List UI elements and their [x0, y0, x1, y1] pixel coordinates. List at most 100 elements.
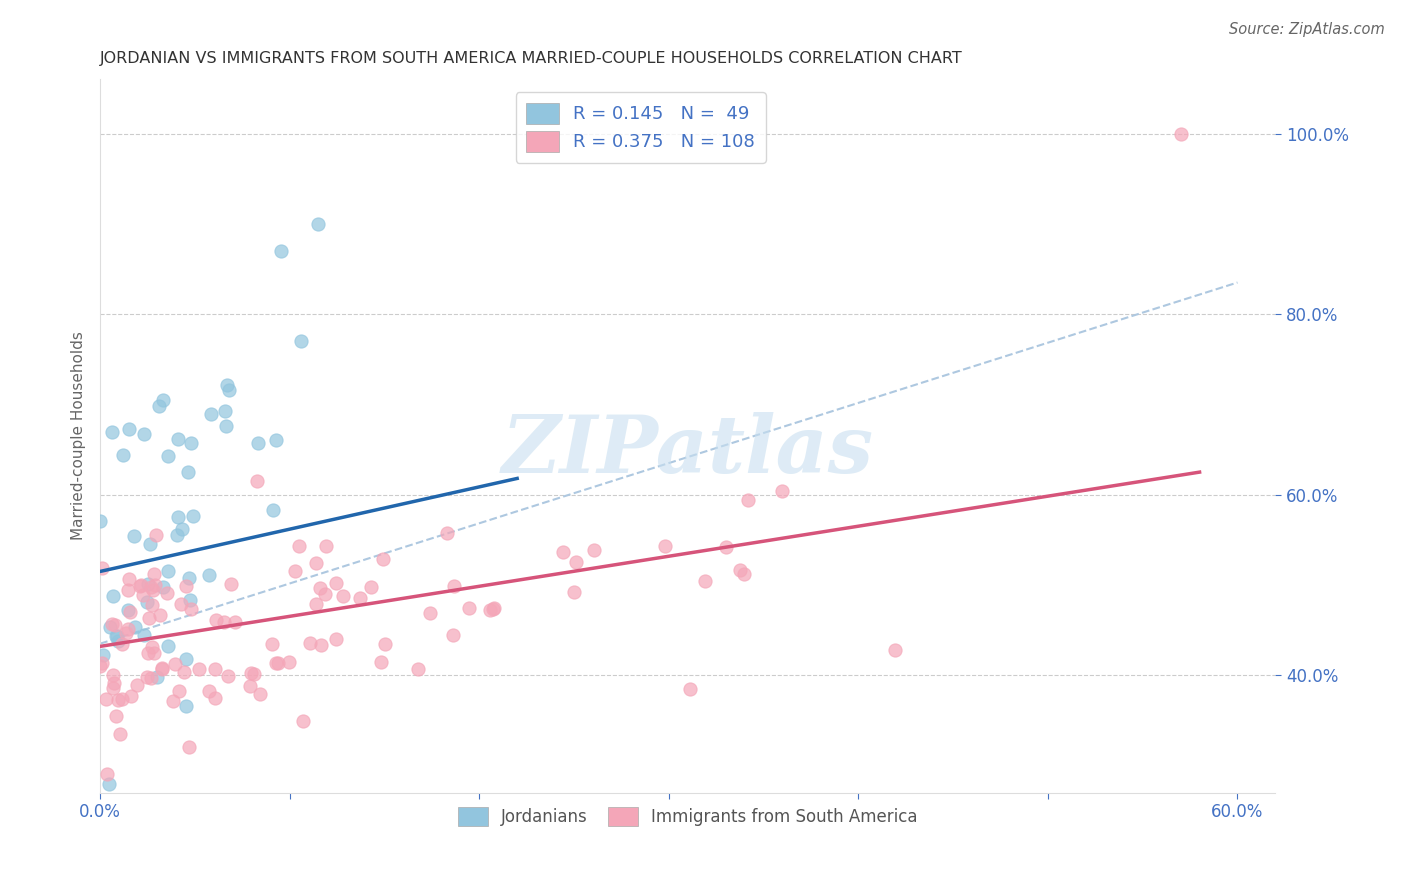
Point [118, 422, 141, 436]
Legend: Jordanians, Immigrants from South America: Jordanians, Immigrants from South Americ… [450, 798, 927, 834]
Point [91, 648, 114, 662]
Point [728, 564, 751, 578]
Point [264, 434, 287, 448]
Point [200, 407, 222, 421]
Point [132, 426, 155, 441]
Point [96, 692, 118, 706]
Point [479, 603, 502, 617]
Point [246, 475, 269, 489]
Point [118, 572, 141, 586]
Point [98, 619, 121, 633]
Point [373, 551, 395, 566]
Point [457, 601, 479, 615]
Point [89, 659, 111, 673]
Point [157, 639, 180, 653]
Point [441, 628, 464, 642]
Point [198, 568, 221, 582]
Point [270, 244, 292, 259]
Point [146, 669, 169, 683]
Point [174, 699, 197, 714]
Point [174, 652, 197, 666]
Point [152, 393, 174, 408]
Point [298, 636, 321, 650]
Point [291, 714, 314, 728]
Point [150, 662, 173, 676]
Point [443, 579, 465, 593]
Point [148, 399, 170, 413]
Point [105, 708, 128, 723]
Point [167, 510, 190, 524]
Point [156, 449, 179, 463]
Point [217, 669, 239, 683]
Point [103, 676, 125, 690]
Point [129, 579, 152, 593]
Point [98, 777, 121, 791]
Point [187, 662, 209, 676]
Point [239, 666, 262, 681]
Point [105, 630, 128, 644]
Point [325, 632, 347, 647]
Point [564, 555, 586, 569]
Point [150, 661, 173, 675]
Point [180, 601, 202, 615]
Point [264, 657, 287, 671]
Point [101, 681, 124, 695]
Point [142, 582, 165, 597]
Text: JORDANIAN VS IMMIGRANTS FROM SOUTH AMERICA MARRIED-COUPLE HOUSEHOLDS CORRELATION: JORDANIAN VS IMMIGRANTS FROM SOUTH AMERI… [100, 51, 963, 66]
Point [247, 435, 270, 450]
Point [120, 689, 142, 703]
Point [260, 637, 283, 651]
Point [204, 662, 226, 676]
Point [138, 610, 160, 624]
Point [117, 582, 139, 597]
Point [217, 377, 239, 392]
Point [136, 646, 159, 660]
Point [142, 566, 165, 581]
Point [582, 543, 605, 558]
Point [249, 687, 271, 701]
Point [308, 581, 330, 595]
Point [482, 600, 505, 615]
Point [370, 655, 392, 669]
Point [243, 666, 266, 681]
Point [149, 608, 172, 623]
Point [118, 605, 141, 619]
Point [135, 670, 157, 684]
Point [181, 508, 204, 523]
Point [307, 217, 329, 231]
Point [101, 590, 124, 604]
Point [156, 586, 179, 600]
Point [108, 726, 131, 740]
Point [162, 693, 184, 707]
Point [277, 655, 299, 669]
Point [239, 679, 262, 693]
Point [714, 540, 737, 554]
Point [104, 629, 127, 643]
Point [89, 514, 111, 528]
Point [145, 577, 167, 591]
Point [733, 566, 755, 581]
Point [141, 599, 163, 613]
Point [179, 592, 201, 607]
Point [110, 691, 132, 706]
Point [104, 618, 127, 632]
Point [166, 528, 188, 542]
Point [481, 601, 503, 615]
Point [315, 540, 337, 554]
Point [167, 432, 190, 446]
Point [96, 766, 118, 780]
Point [212, 615, 235, 629]
Point [360, 580, 382, 594]
Point [215, 419, 238, 434]
Point [332, 589, 354, 603]
Text: ZIPatlas: ZIPatlas [502, 411, 873, 489]
Point [167, 684, 190, 698]
Point [103, 668, 125, 682]
Point [219, 576, 242, 591]
Point [100, 617, 122, 632]
Point [172, 522, 194, 536]
Point [173, 665, 195, 679]
Point [198, 684, 221, 698]
Point [737, 493, 759, 508]
Point [284, 564, 307, 578]
